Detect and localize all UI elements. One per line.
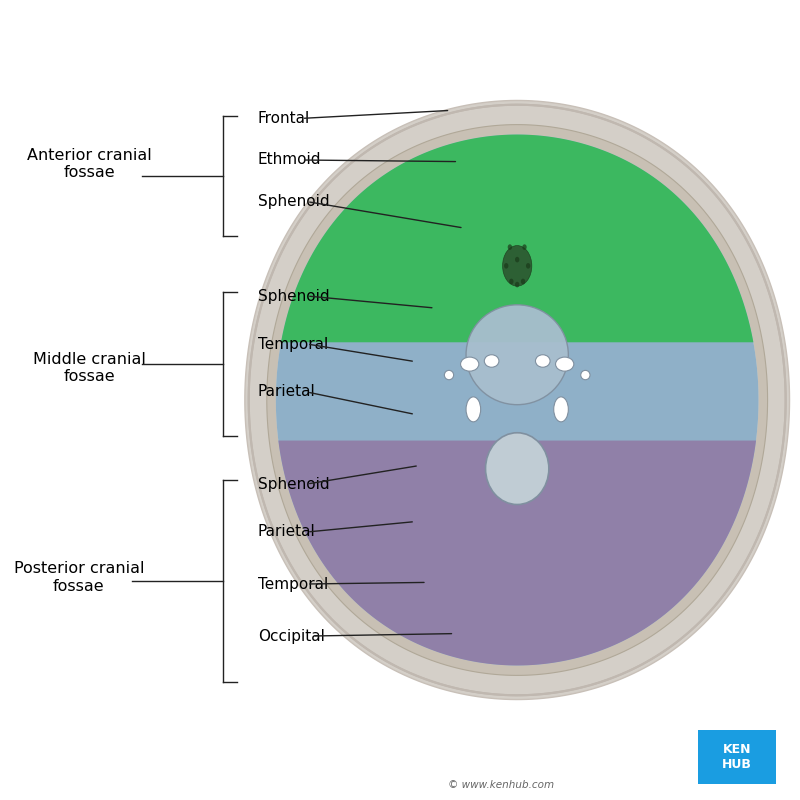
Text: Temporal: Temporal — [258, 577, 328, 591]
Polygon shape — [276, 134, 758, 666]
Polygon shape — [249, 105, 786, 695]
Ellipse shape — [509, 278, 514, 284]
Ellipse shape — [502, 246, 532, 286]
Ellipse shape — [535, 354, 550, 367]
Text: Ethmoid: Ethmoid — [258, 153, 322, 167]
Polygon shape — [278, 441, 756, 666]
Ellipse shape — [504, 263, 509, 269]
Text: Temporal: Temporal — [258, 337, 328, 351]
Ellipse shape — [466, 397, 481, 422]
Text: KEN
HUB: KEN HUB — [722, 742, 752, 771]
Polygon shape — [267, 125, 767, 675]
Ellipse shape — [515, 257, 519, 262]
Ellipse shape — [486, 433, 549, 505]
FancyBboxPatch shape — [698, 730, 777, 784]
Ellipse shape — [461, 357, 479, 371]
Text: Occipital: Occipital — [258, 629, 325, 643]
Ellipse shape — [484, 354, 499, 367]
Ellipse shape — [555, 357, 574, 371]
Text: Sphenoid: Sphenoid — [258, 477, 330, 491]
Text: Sphenoid: Sphenoid — [258, 194, 330, 209]
Text: Anterior cranial
fossae: Anterior cranial fossae — [26, 148, 151, 180]
Ellipse shape — [444, 370, 454, 380]
Text: © www.kenhub.com: © www.kenhub.com — [449, 781, 554, 790]
Ellipse shape — [522, 244, 526, 250]
Polygon shape — [245, 101, 790, 699]
Text: Middle cranial
fossae: Middle cranial fossae — [33, 352, 146, 384]
Ellipse shape — [526, 263, 530, 269]
Ellipse shape — [466, 305, 568, 405]
Text: Posterior cranial
fossae: Posterior cranial fossae — [14, 562, 144, 594]
Text: Frontal: Frontal — [258, 111, 310, 126]
Ellipse shape — [581, 370, 590, 380]
Ellipse shape — [508, 244, 512, 250]
Ellipse shape — [554, 397, 568, 422]
Text: Sphenoid: Sphenoid — [258, 289, 330, 303]
Text: Parietal: Parietal — [258, 525, 316, 539]
Ellipse shape — [515, 282, 519, 287]
Text: Parietal: Parietal — [258, 385, 316, 399]
Polygon shape — [276, 134, 758, 666]
Ellipse shape — [521, 278, 526, 284]
Polygon shape — [281, 134, 754, 342]
